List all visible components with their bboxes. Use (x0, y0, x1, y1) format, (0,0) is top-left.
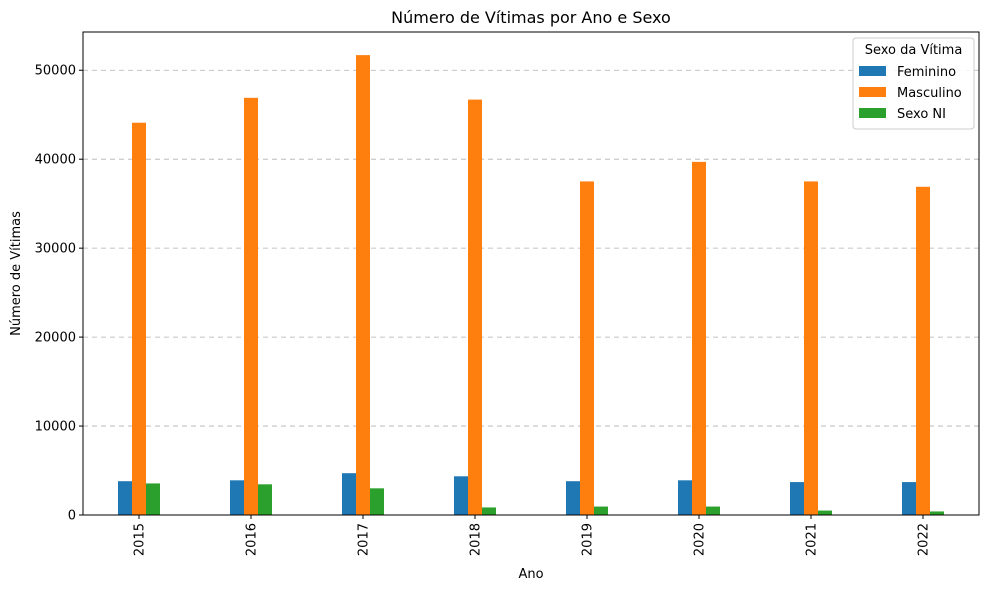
bar-feminino-2017 (342, 473, 356, 515)
bar-feminino-2018 (454, 476, 468, 515)
legend-box (852, 37, 975, 130)
x-tick-label: 2015 (133, 523, 148, 556)
bar-masculino-2021 (804, 181, 818, 515)
y-axis-ticks: 0 10000 20000 30000 40000 50000 (35, 64, 83, 524)
bar-sexo-ni-2021 (818, 510, 832, 515)
y-tick-label: 10000 (35, 420, 76, 435)
bar-feminino-2022 (902, 482, 916, 515)
y-axis-title: Número de Vítimas (9, 211, 24, 336)
x-tick-label: 2017 (357, 523, 372, 556)
grid-lines (83, 69, 979, 516)
bar-masculino-2016 (244, 97, 258, 515)
bar-sexo-ni-2016 (258, 484, 272, 515)
y-tick-label: 30000 (35, 242, 76, 257)
x-tick-label: 2018 (469, 523, 484, 556)
bar-sexo-ni-2020 (706, 506, 720, 515)
bars (118, 55, 944, 516)
legend-label-masculino: Masculino (897, 86, 962, 101)
legend-title: Sexo da Vítima (865, 43, 963, 58)
legend-swatch-masculino (859, 87, 886, 97)
bar-sexo-ni-2017 (370, 488, 384, 515)
legend-swatch-sexo-ni (859, 108, 886, 118)
bar-sexo-ni-2022 (930, 511, 944, 515)
bar-masculino-2017 (356, 55, 370, 515)
legend: Sexo da Vítima Feminino Masculino Sexo NI (852, 37, 975, 130)
legend-label-feminino: Feminino (897, 65, 956, 80)
x-axis-ticks: 2015 2016 2017 2018 2019 2020 2021 2022 (133, 515, 932, 556)
y-tick-label: 50000 (35, 64, 76, 79)
bar-sexo-ni-2015 (146, 483, 160, 515)
y-tick-label: 40000 (35, 153, 76, 168)
bar-feminino-2016 (230, 480, 244, 515)
x-tick-label: 2022 (917, 523, 932, 556)
legend-label-sexo-ni: Sexo NI (897, 107, 946, 122)
y-tick-label: 0 (68, 509, 76, 524)
x-tick-label: 2020 (693, 523, 708, 556)
bar-sexo-ni-2019 (594, 506, 608, 515)
chart-title: Número de Vítimas por Ano e Sexo (391, 8, 671, 27)
bar-feminino-2019 (566, 481, 580, 515)
x-axis-title: Ano (518, 567, 543, 582)
bar-masculino-2015 (132, 122, 146, 515)
bar-sexo-ni-2018 (482, 507, 496, 515)
y-tick-label: 20000 (35, 331, 76, 346)
bar-feminino-2020 (678, 480, 692, 515)
bar-masculino-2018 (468, 99, 482, 516)
bar-masculino-2019 (580, 181, 594, 515)
bar-feminino-2015 (118, 481, 132, 515)
bar-masculino-2020 (692, 161, 706, 515)
bar-feminino-2021 (790, 482, 804, 515)
plot-frame (82, 31, 980, 516)
bar-masculino-2022 (916, 186, 930, 515)
x-tick-label: 2016 (245, 523, 260, 556)
x-tick-label: 2019 (581, 523, 596, 556)
x-tick-label: 2021 (805, 523, 820, 556)
legend-swatch-feminino (859, 66, 886, 76)
legend-items: Feminino Masculino Sexo NI (859, 65, 962, 122)
